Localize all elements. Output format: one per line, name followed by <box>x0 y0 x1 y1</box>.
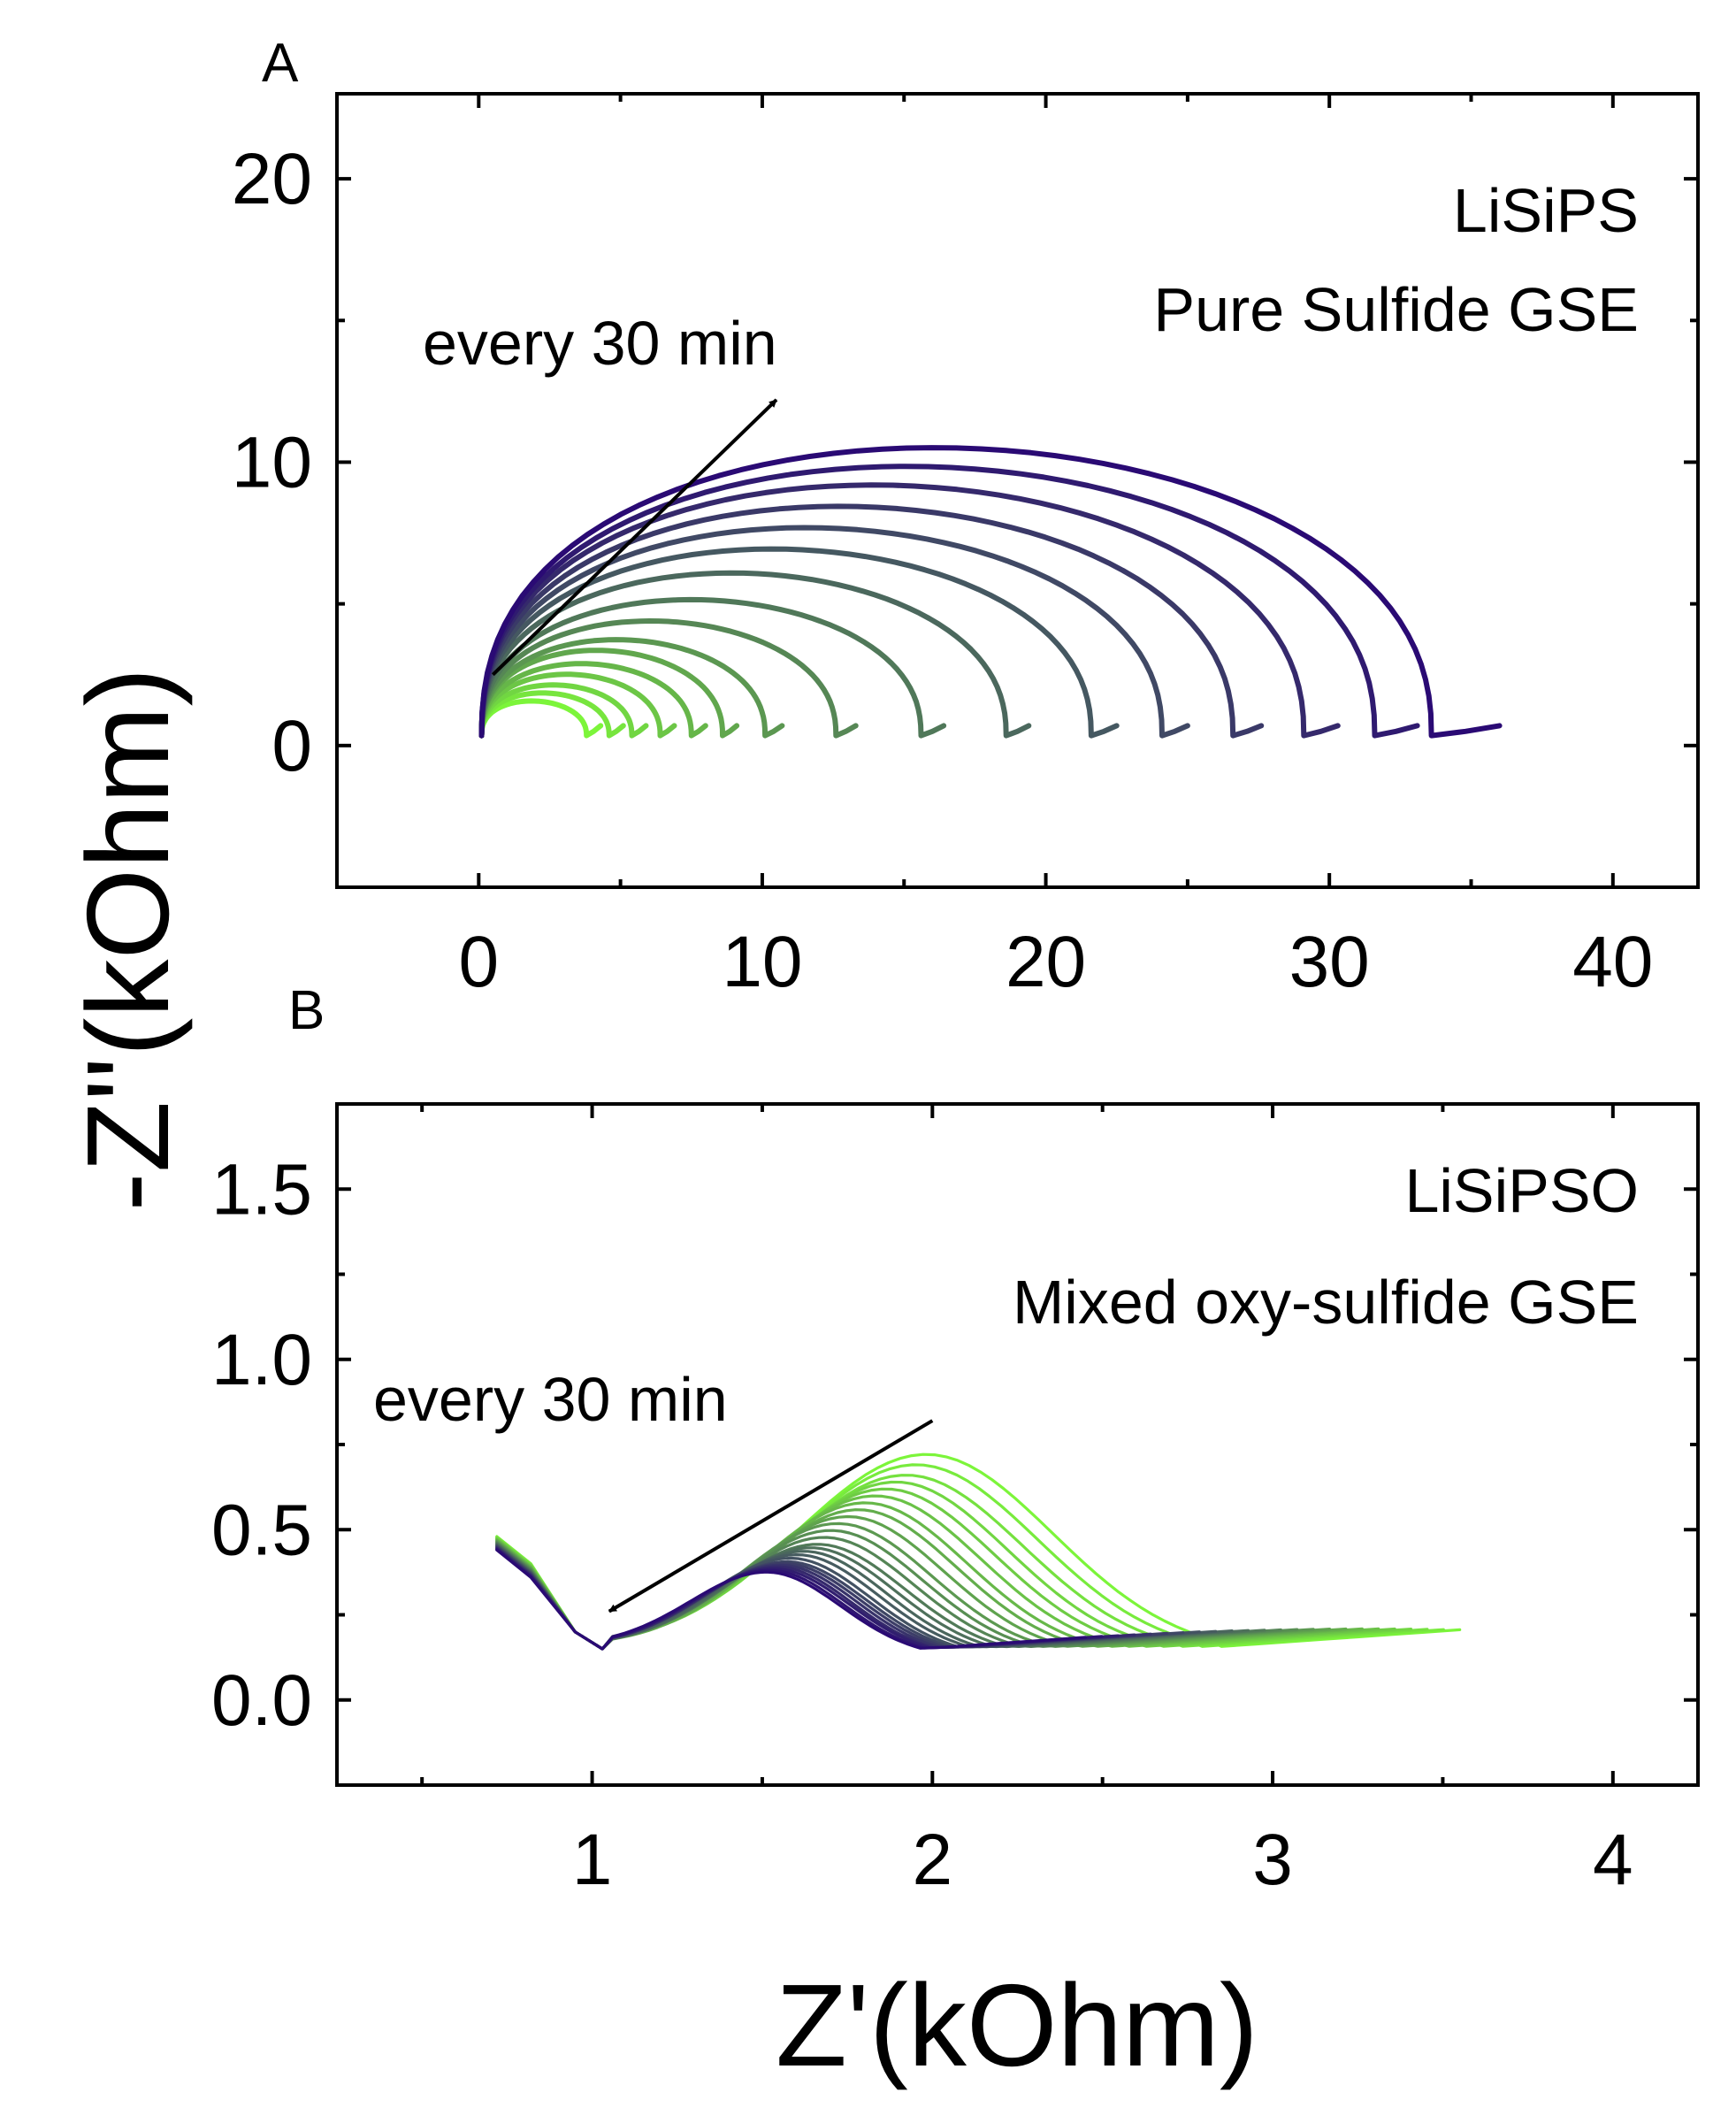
panel-b-sample-description: Mixed oxy-sulfide GSE <box>1013 1268 1639 1337</box>
impedance-curve <box>495 1543 1250 1651</box>
panel-a-frame <box>335 92 1700 889</box>
impedance-curve <box>495 1548 1088 1651</box>
x-tick-label: 30 <box>1289 922 1370 1002</box>
panel-a-tick-labels: 0 10 20 30 40 0 10 20 <box>232 139 1654 1002</box>
panel-a-label: A <box>262 33 299 94</box>
impedance-curve <box>478 570 1032 739</box>
panel-b-curves <box>495 1452 1462 1651</box>
panel-a-time-annotation: every 30 min <box>423 309 777 378</box>
y-tick-label: 20 <box>232 139 312 219</box>
x-tick-label: 4 <box>1593 1820 1633 1900</box>
impedance-curve <box>495 1474 1429 1651</box>
impedance-curve <box>478 618 859 739</box>
impedance-curve <box>478 464 1420 739</box>
panel-a-ticks <box>337 94 1698 887</box>
panel-a: A 0 10 20 30 40 0 10 20 LiSiPS Pure Sulfide GSE… <box>232 33 1700 1002</box>
x-tick-label: 20 <box>1006 922 1086 1002</box>
panel-a-arrow <box>491 398 778 677</box>
impedance-curve <box>495 1452 1462 1651</box>
x-axis-title: Z'(kOhm) <box>776 1960 1258 2090</box>
panel-b-sample-name: LiSiPSO <box>1404 1156 1639 1225</box>
impedance-curve <box>478 503 1265 739</box>
panel-b-arrow <box>608 1419 934 1613</box>
y-tick-label: 0.0 <box>211 1660 312 1741</box>
panel-b: B 1 2 3 4 0.0 0.5 1.0 1.5 LiSiPSO Mixed oxy-sul… <box>211 980 1700 1900</box>
x-tick-label: 0 <box>459 922 500 1002</box>
y-tick-label: 1.0 <box>211 1320 312 1400</box>
impedance-curve <box>478 637 785 739</box>
panel-a-sample-description: Pure Sulfide GSE <box>1153 275 1639 344</box>
x-tick-label: 2 <box>913 1820 953 1900</box>
panel-b-time-annotation: every 30 min <box>373 1365 728 1434</box>
impedance-curve <box>495 1487 1396 1651</box>
impedance-curve <box>495 1494 1380 1651</box>
panel-a-sample-name: LiSiPS <box>1453 176 1639 245</box>
impedance-curve <box>495 1546 1152 1651</box>
impedance-curve <box>478 525 1190 739</box>
panel-a-curves <box>478 445 1503 739</box>
y-tick-label: 1.5 <box>211 1149 312 1230</box>
x-tick-label: 1 <box>572 1820 613 1900</box>
x-tick-label: 10 <box>722 922 802 1002</box>
x-tick-label: 3 <box>1252 1820 1293 1900</box>
impedance-curve <box>478 445 1503 739</box>
panel-b-tick-labels: 1 2 3 4 0.0 0.5 1.0 1.5 <box>211 1149 1633 1900</box>
impedance-curve <box>478 482 1341 739</box>
impedance-curve <box>495 1463 1445 1651</box>
panel-b-label: B <box>288 980 325 1041</box>
panel-b-ticks <box>337 1104 1698 1785</box>
y-tick-label: 0 <box>271 706 312 786</box>
y-tick-label: 0.5 <box>211 1490 312 1570</box>
impedance-curve <box>495 1544 1201 1651</box>
x-tick-label: 40 <box>1572 922 1653 1002</box>
impedance-curve <box>478 661 708 739</box>
impedance-curve <box>478 546 1120 739</box>
y-axis-title: -Z''(kOhm) <box>63 668 193 1212</box>
y-tick-label: 10 <box>232 422 312 502</box>
